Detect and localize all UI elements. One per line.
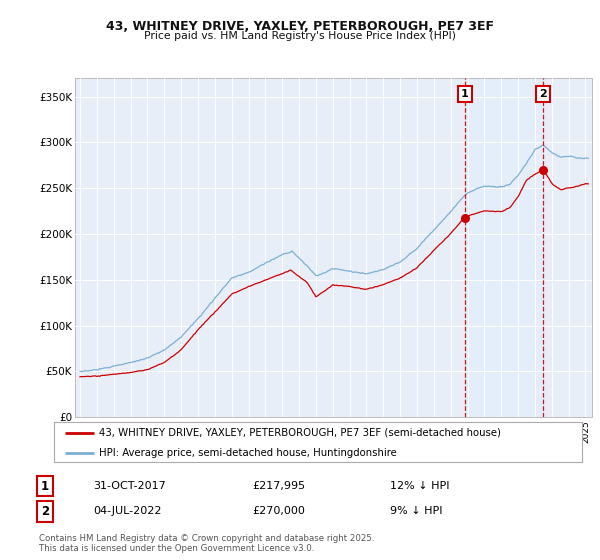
Text: 43, WHITNEY DRIVE, YAXLEY, PETERBOROUGH, PE7 3EF (semi-detached house): 43, WHITNEY DRIVE, YAXLEY, PETERBOROUGH,… [99, 428, 501, 437]
Text: £217,995: £217,995 [252, 481, 305, 491]
Text: 31-OCT-2017: 31-OCT-2017 [93, 481, 166, 491]
Text: 43, WHITNEY DRIVE, YAXLEY, PETERBOROUGH, PE7 3EF: 43, WHITNEY DRIVE, YAXLEY, PETERBOROUGH,… [106, 20, 494, 32]
Text: £270,000: £270,000 [252, 506, 305, 516]
Text: 9% ↓ HPI: 9% ↓ HPI [390, 506, 443, 516]
Text: HPI: Average price, semi-detached house, Huntingdonshire: HPI: Average price, semi-detached house,… [99, 448, 397, 458]
Text: 04-JUL-2022: 04-JUL-2022 [93, 506, 161, 516]
Bar [465, 78, 544, 417]
Text: 1: 1 [461, 88, 469, 99]
Text: Price paid vs. HM Land Registry's House Price Index (HPI): Price paid vs. HM Land Registry's House … [144, 31, 456, 41]
Text: 2: 2 [539, 88, 547, 99]
Text: 12% ↓ HPI: 12% ↓ HPI [390, 481, 449, 491]
Text: 1: 1 [41, 479, 49, 493]
Text: 2: 2 [41, 505, 49, 518]
Text: Contains HM Land Registry data © Crown copyright and database right 2025.
This d: Contains HM Land Registry data © Crown c… [39, 534, 374, 553]
